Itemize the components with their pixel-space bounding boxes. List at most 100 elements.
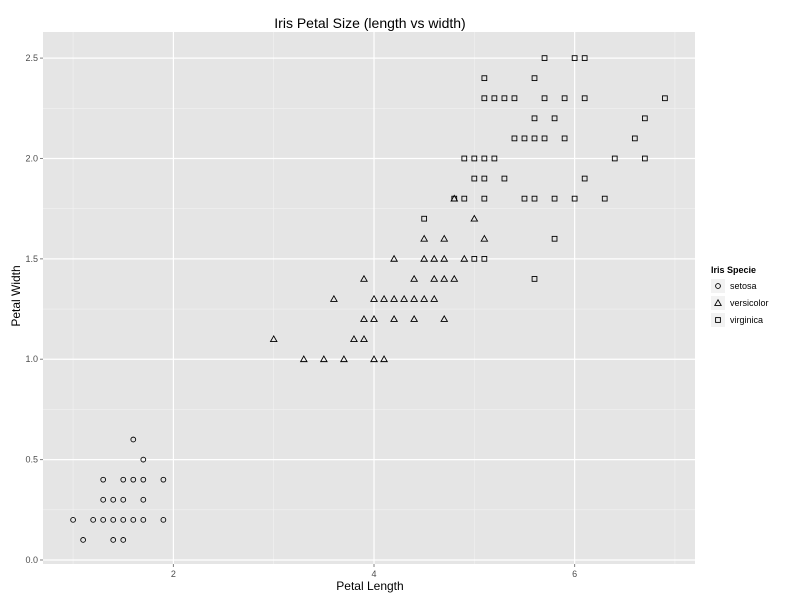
x-axis-title: Petal Length: [336, 579, 403, 593]
y-axis-ticks: 0.0 0.5 1.0 1.5 2.0 2.5: [25, 53, 43, 565]
setosa-point: [110, 516, 117, 523]
virginica-point: [521, 195, 528, 202]
setosa-point: [130, 476, 137, 483]
x-tick-label: 6: [572, 569, 577, 579]
versicolor-point: [420, 254, 429, 262]
virginica-point: [501, 175, 508, 182]
versicolor-point: [329, 294, 338, 302]
virginica-point: [531, 115, 538, 122]
versicolor-point: [390, 294, 399, 302]
versicolor-point: [410, 274, 419, 282]
versicolor-point: [410, 314, 419, 322]
setosa-point: [140, 496, 147, 503]
virginica-point: [571, 195, 578, 202]
legend-items: setosa versicolor virginica: [711, 279, 769, 327]
versicolor-point: [349, 335, 358, 343]
legend-title: Iris Specie: [711, 265, 756, 275]
virginica-point: [631, 135, 638, 142]
setosa-point: [120, 496, 127, 503]
legend-key-bg: [711, 279, 725, 293]
virginica-point: [641, 155, 648, 162]
versicolor-point: [430, 274, 439, 282]
y-tick-label: 2.0: [25, 153, 38, 163]
setosa-point: [140, 456, 147, 463]
versicolor-point: [420, 234, 429, 242]
virginica-point: [481, 175, 488, 182]
setosa-point: [120, 537, 127, 543]
virginica-point: [471, 155, 478, 162]
virginica-point: [641, 115, 648, 122]
setosa-point: [110, 496, 117, 503]
versicolor-point: [440, 234, 449, 242]
virginica-point: [461, 155, 468, 162]
versicolor-point: [269, 335, 278, 343]
virginica-point: [541, 95, 548, 102]
virginica-point: [511, 95, 518, 102]
virginica-point: [611, 155, 618, 162]
setosa-point: [130, 516, 137, 523]
versicolor-point: [420, 294, 429, 302]
virginica-point: [662, 95, 668, 102]
setosa-point: [100, 476, 107, 483]
setosa-point: [160, 476, 167, 483]
x-tick-label: 4: [372, 569, 377, 579]
versicolor-point: [440, 254, 449, 262]
versicolor-point: [370, 314, 378, 322]
virginica-point: [481, 256, 488, 262]
virginica-point: [481, 95, 488, 102]
virginica-point: [531, 75, 538, 82]
setosa-point: [140, 476, 147, 483]
versicolor-point: [400, 294, 409, 302]
virginica-point: [581, 175, 588, 182]
virginica-point: [501, 95, 508, 102]
data-points: [70, 55, 668, 543]
legend-key-bg: [711, 296, 725, 310]
versicolor-point: [410, 294, 419, 302]
virginica-point: [521, 135, 528, 142]
virginica-point: [531, 276, 538, 282]
virginica-point: [451, 195, 458, 202]
legend-key-virginica: [715, 317, 721, 323]
versicolor-point: [339, 355, 348, 363]
legend-label-setosa: setosa: [730, 281, 757, 291]
virginica-point: [581, 55, 588, 61]
grid-minor: [43, 32, 695, 564]
legend-label-virginica: virginica: [730, 315, 763, 325]
setosa-point: [140, 516, 147, 523]
versicolor-point: [430, 294, 439, 302]
y-axis-title: Petal Width: [9, 265, 23, 326]
virginica-point: [531, 195, 538, 202]
plot-background: [43, 32, 695, 564]
versicolor-point: [480, 234, 489, 242]
virginica-point: [561, 95, 568, 102]
versicolor-point: [370, 355, 378, 363]
virginica-point: [551, 115, 558, 122]
grid-major: [43, 32, 695, 564]
versicolor-point: [390, 254, 399, 262]
virginica-point: [581, 95, 588, 102]
legend-key-setosa: [715, 283, 721, 289]
virginica-point: [471, 256, 478, 262]
setosa-point: [110, 537, 117, 543]
setosa-point: [90, 516, 97, 523]
setosa-point: [160, 516, 167, 523]
versicolor-point: [380, 355, 389, 363]
versicolor-point: [470, 214, 479, 222]
virginica-point: [601, 195, 608, 202]
versicolor-point: [370, 294, 378, 302]
chart-title: Iris Petal Size (length vs width): [274, 15, 465, 31]
virginica-point: [561, 135, 568, 142]
versicolor-point: [390, 314, 399, 322]
virginica-point: [481, 155, 488, 162]
y-tick-label: 1.0: [25, 354, 38, 364]
versicolor-point: [460, 254, 469, 262]
legend-label-versicolor: versicolor: [730, 298, 769, 308]
versicolor-point: [360, 274, 368, 282]
y-tick-label: 0.5: [25, 455, 38, 465]
y-tick-label: 2.5: [25, 53, 38, 63]
versicolor-point: [430, 254, 439, 262]
virginica-point: [551, 235, 558, 242]
versicolor-point: [319, 355, 328, 363]
